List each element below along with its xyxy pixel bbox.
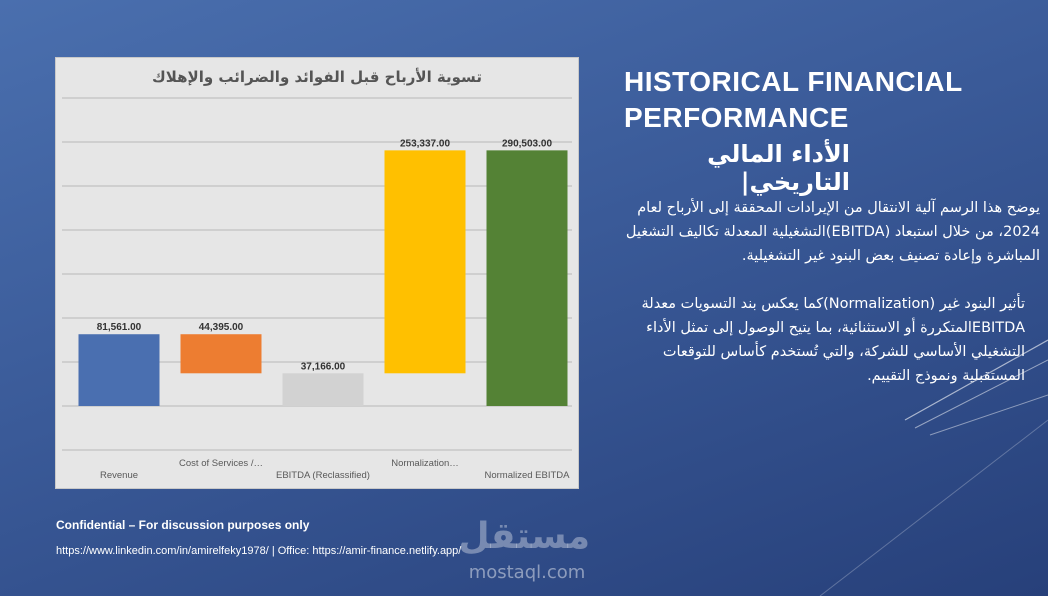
category-label: Revenue bbox=[100, 470, 138, 481]
chart-canvas: تسوية الأرباح قبل الفوائد والضرائب والإه… bbox=[62, 68, 572, 481]
description-paragraph-2: تأثير البنود غير (Normalization)كما يعكس… bbox=[641, 296, 1026, 384]
waterfall-chart: تسوية الأرباح قبل الفوائد والضرائب والإه… bbox=[55, 57, 579, 489]
category-label: Normalized EBITDA bbox=[485, 470, 571, 481]
waterfall-bar bbox=[486, 150, 568, 406]
confidential-note: Confidential – For discussion purposes o… bbox=[56, 518, 310, 532]
slide-title-en: HISTORICAL FINANCIAL PERFORMANCE bbox=[624, 66, 963, 133]
watermark-logo-ar: مستقل bbox=[458, 516, 590, 557]
data-label: 37,166.00 bbox=[301, 361, 346, 372]
chart-title: تسوية الأرباح قبل الفوائد والضرائب والإه… bbox=[152, 68, 482, 86]
waterfall-bar bbox=[180, 334, 262, 374]
slide-title-ar: الأداء المالي التاريخي| bbox=[707, 140, 850, 196]
category-label: Normalization… bbox=[391, 458, 459, 469]
description-paragraph-1: يوضح هذا الرسم آلية الانتقال من الإيرادا… bbox=[625, 200, 1040, 264]
category-label: EBITDA (Reclassified) bbox=[276, 470, 370, 481]
data-label: 44,395.00 bbox=[199, 322, 244, 333]
data-label: 81,561.00 bbox=[97, 322, 142, 333]
waterfall-bar bbox=[384, 150, 466, 374]
data-label: 290,503.00 bbox=[502, 138, 552, 149]
data-label: 253,337.00 bbox=[400, 138, 450, 149]
category-label: Cost of Services /… bbox=[179, 458, 263, 469]
waterfall-bar bbox=[78, 334, 160, 406]
waterfall-bar bbox=[282, 373, 364, 406]
footer-links[interactable]: https://www.linkedin.com/in/amirelfeky19… bbox=[56, 545, 462, 557]
watermark-logo-en: mostaql.com bbox=[468, 562, 586, 583]
